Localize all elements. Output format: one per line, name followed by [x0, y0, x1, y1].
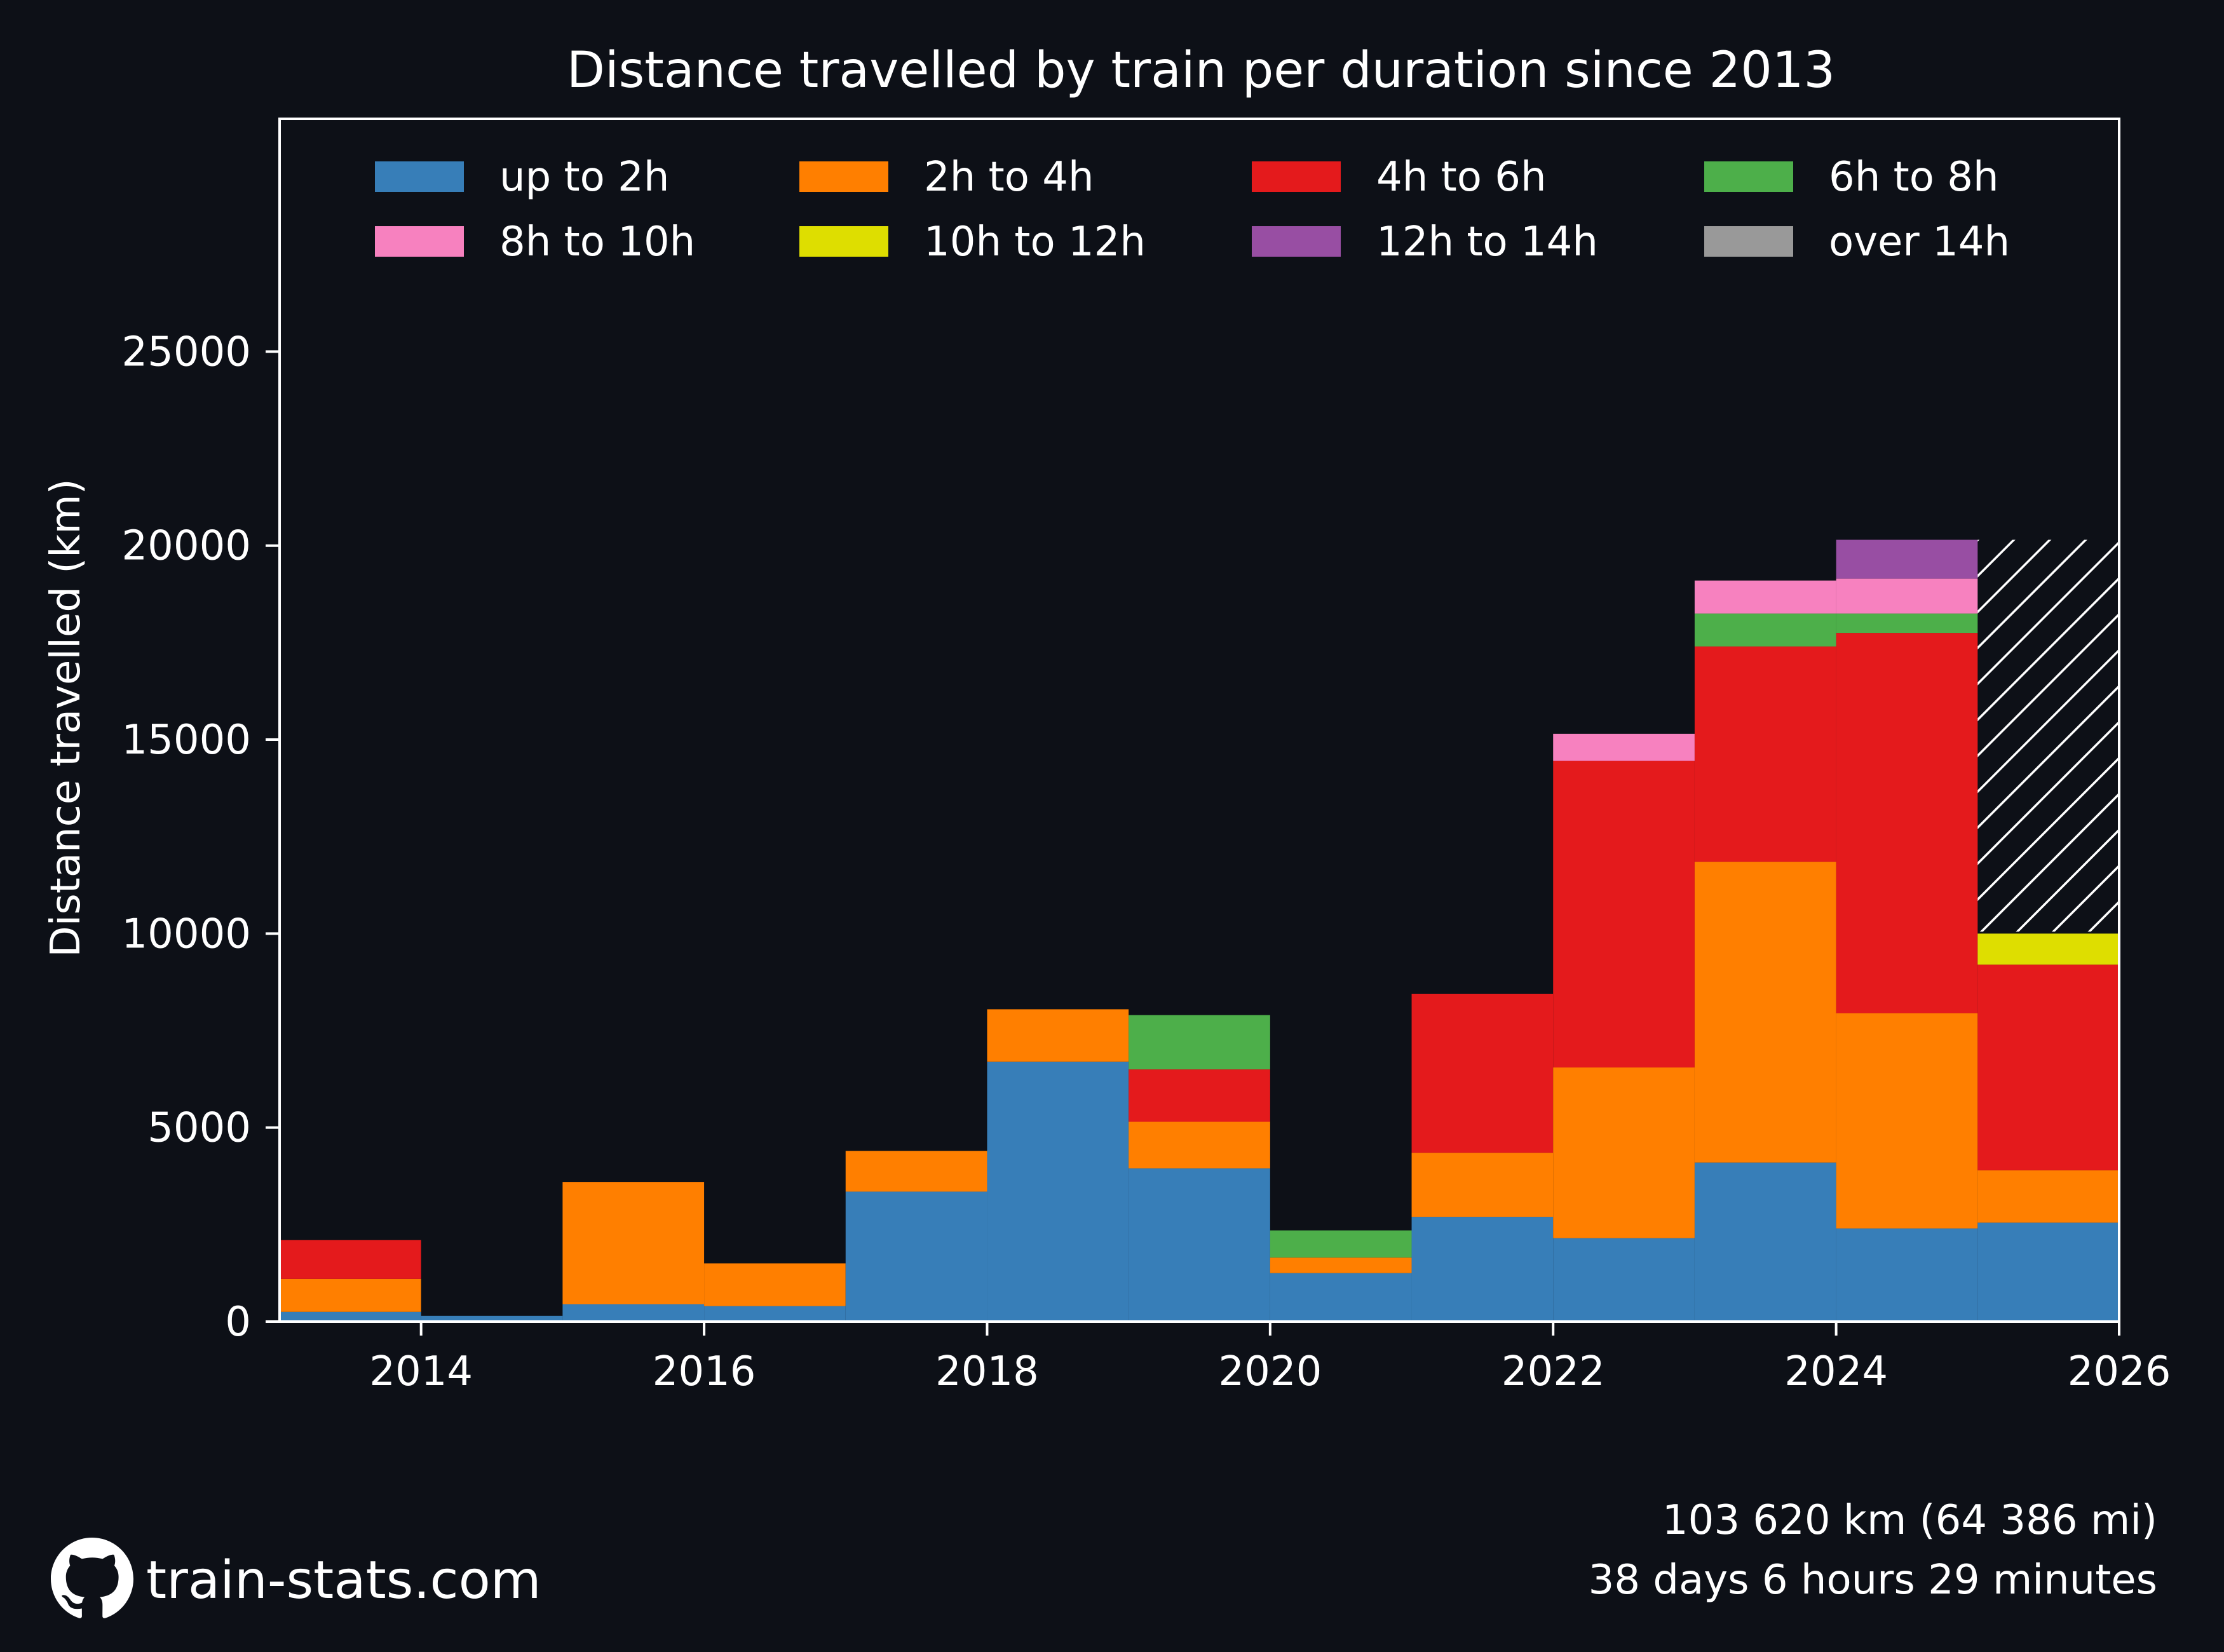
legend-label: 8h to 10h: [499, 219, 695, 266]
bar-segment: [1553, 1238, 1695, 1322]
legend: up to 2h 2h to 4h 4h to 6h 6h to 8h 8h to 10…: [375, 154, 2010, 266]
legend-label: 2h to 4h: [924, 154, 1094, 201]
bar-segment: [1129, 1069, 1270, 1122]
legend-swatch: [375, 226, 464, 257]
x-tick-label: 2018: [935, 1348, 1039, 1395]
y-tick-label: 10000: [121, 911, 251, 958]
y-tick-label: 15000: [121, 717, 251, 764]
bar-segment: [1694, 1162, 1836, 1322]
bar-segment: [1411, 1217, 1554, 1322]
bar-segment: [1836, 633, 1978, 1013]
bar-segment: [1411, 994, 1554, 1153]
bar-segment: [1129, 1015, 1270, 1070]
axes-layer: 0 5000 10000 15000 20000 25000 2014 2016 2018 202…: [121, 118, 2171, 1395]
bar-segment: [1694, 580, 1836, 614]
bar-segment: [1411, 1153, 1554, 1217]
bar-segment: [1694, 646, 1836, 862]
x-tick-label: 2022: [1502, 1348, 1605, 1395]
legend-swatch: [1704, 161, 1793, 192]
bar-segment: [1270, 1273, 1412, 1322]
y-tick-label: 0: [225, 1299, 251, 1346]
bar-segment: [280, 1278, 421, 1312]
bar-segment: [562, 1304, 705, 1322]
bar-segment: [1129, 1121, 1270, 1168]
x-tick-label: 2016: [653, 1348, 756, 1395]
github-icon: [51, 1538, 133, 1623]
bar-segment: [1270, 1230, 1412, 1258]
bar-segment: [1836, 1013, 1978, 1229]
x-tick-label: 2014: [369, 1348, 473, 1395]
bar-segment: [1553, 761, 1695, 1068]
bar-segment: [421, 1315, 563, 1322]
legend-label: 4h to 6h: [1376, 154, 1547, 201]
bar-segment: [845, 1151, 987, 1192]
legend-swatch: [1704, 226, 1793, 257]
legend-swatch: [1252, 161, 1341, 192]
bar-segment: [1129, 1168, 1270, 1322]
bar-segment: [987, 1009, 1129, 1062]
bar-segment: [1553, 1067, 1695, 1238]
brand[interactable]: train-stats.com: [51, 1538, 541, 1623]
bar-segment: [1977, 1170, 2119, 1223]
legend-label: 6h to 8h: [1829, 154, 1999, 201]
bar-segment: [704, 1306, 846, 1322]
bar-segment: [845, 1191, 987, 1322]
bar-segment: [280, 1311, 421, 1322]
bars-layer: [280, 539, 2119, 1322]
y-tick-label: 25000: [121, 328, 251, 376]
bar-segment: [1694, 862, 1836, 1163]
bar-segment: [1270, 1257, 1412, 1273]
legend-swatch: [1252, 226, 1341, 257]
chart: Distance travelled by train per duration…: [43, 42, 2171, 1395]
bar-segment: [1553, 733, 1695, 761]
bar-segment: [280, 1240, 421, 1279]
x-tick-label: 2026: [2068, 1348, 2171, 1395]
bar-segment: [1836, 1228, 1978, 1322]
y-tick-label: 20000: [121, 523, 251, 570]
x-tick-label: 2020: [1218, 1348, 1322, 1395]
projection-layer: [1977, 539, 2119, 932]
bar-segment: [1836, 613, 1978, 633]
legend-label: 12h to 14h: [1376, 219, 1598, 266]
legend-swatch: [799, 161, 888, 192]
bar-segment: [1977, 933, 2119, 965]
bar-segment: [987, 1061, 1129, 1322]
x-tick-label: 2024: [1784, 1348, 1888, 1395]
bar-segment: [562, 1182, 705, 1304]
total-duration: 38 days 6 hours 29 minutes: [1588, 1557, 2157, 1604]
legend-label: up to 2h: [499, 154, 669, 201]
bar-segment: [1977, 965, 2119, 1170]
legend-label: over 14h: [1829, 219, 2010, 266]
bar-segment: [704, 1263, 846, 1306]
bar-segment: [1836, 539, 1978, 579]
y-axis-label: Distance travelled (km): [43, 478, 90, 957]
legend-swatch: [799, 226, 888, 257]
legend-swatch: [375, 161, 464, 192]
projection-hatch: [1977, 539, 2119, 932]
y-tick-label: 5000: [147, 1105, 251, 1152]
plot-frame: [278, 118, 2120, 1323]
chart-title: Distance travelled by train per duration…: [567, 42, 1835, 99]
bar-segment: [1694, 613, 1836, 647]
brand-link[interactable]: train-stats.com: [146, 1550, 541, 1611]
total-distance: 103 620 km (64 386 mi): [1662, 1497, 2157, 1544]
bar-segment: [1836, 578, 1978, 614]
legend-label: 10h to 12h: [924, 219, 1146, 266]
bar-segment: [1977, 1222, 2119, 1322]
